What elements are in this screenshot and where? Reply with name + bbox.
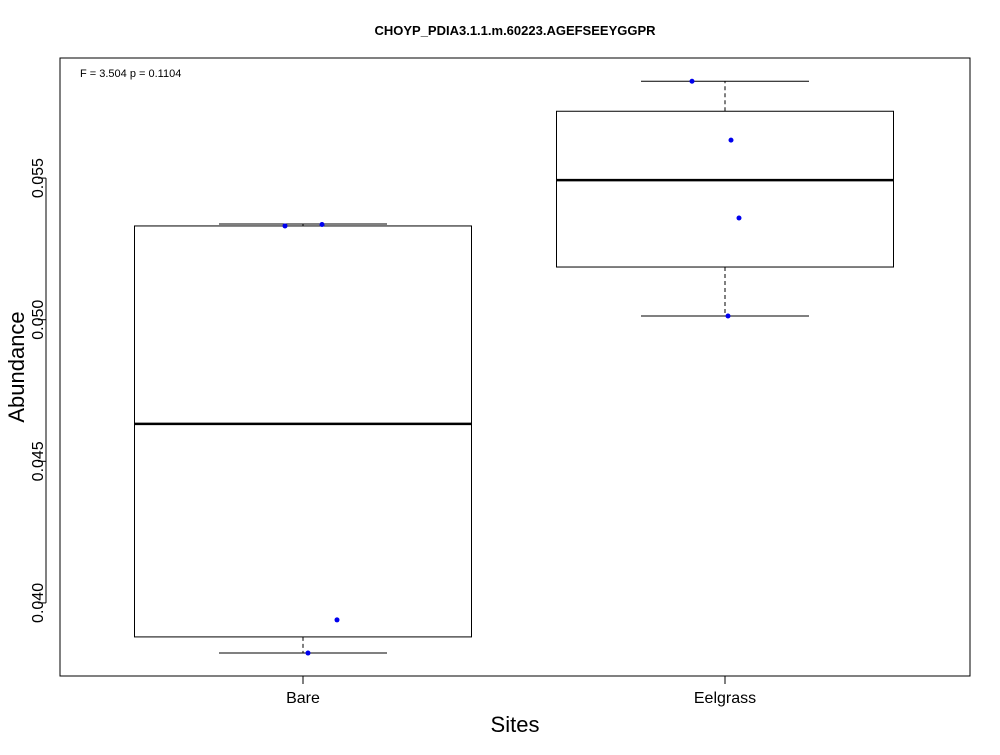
- data-point: [319, 222, 325, 228]
- y-axis-label: Abundance: [4, 311, 29, 422]
- data-point: [334, 617, 340, 623]
- data-point: [725, 313, 731, 319]
- y-tick-label: 0.050: [30, 300, 47, 340]
- y-tick-label: 0.040: [30, 583, 47, 623]
- data-point: [282, 223, 288, 229]
- y-tick-label: 0.045: [30, 441, 47, 481]
- x-tick-label: Bare: [286, 690, 320, 707]
- x-axis-label: Sites: [491, 712, 540, 737]
- box-eelgrass: [556, 110, 894, 268]
- box-bare: [134, 225, 472, 638]
- data-point: [728, 137, 734, 143]
- y-tick-label: 0.055: [30, 158, 47, 198]
- stats-annotation: F = 3.504 p = 0.1104: [80, 68, 181, 80]
- data-point: [736, 215, 742, 221]
- chart-title: CHOYP_PDIA3.1.1.m.60223.AGEFSEEYGGPR: [374, 23, 656, 38]
- data-point: [689, 78, 695, 84]
- data-point: [305, 650, 311, 656]
- x-tick-label: Eelgrass: [694, 690, 756, 707]
